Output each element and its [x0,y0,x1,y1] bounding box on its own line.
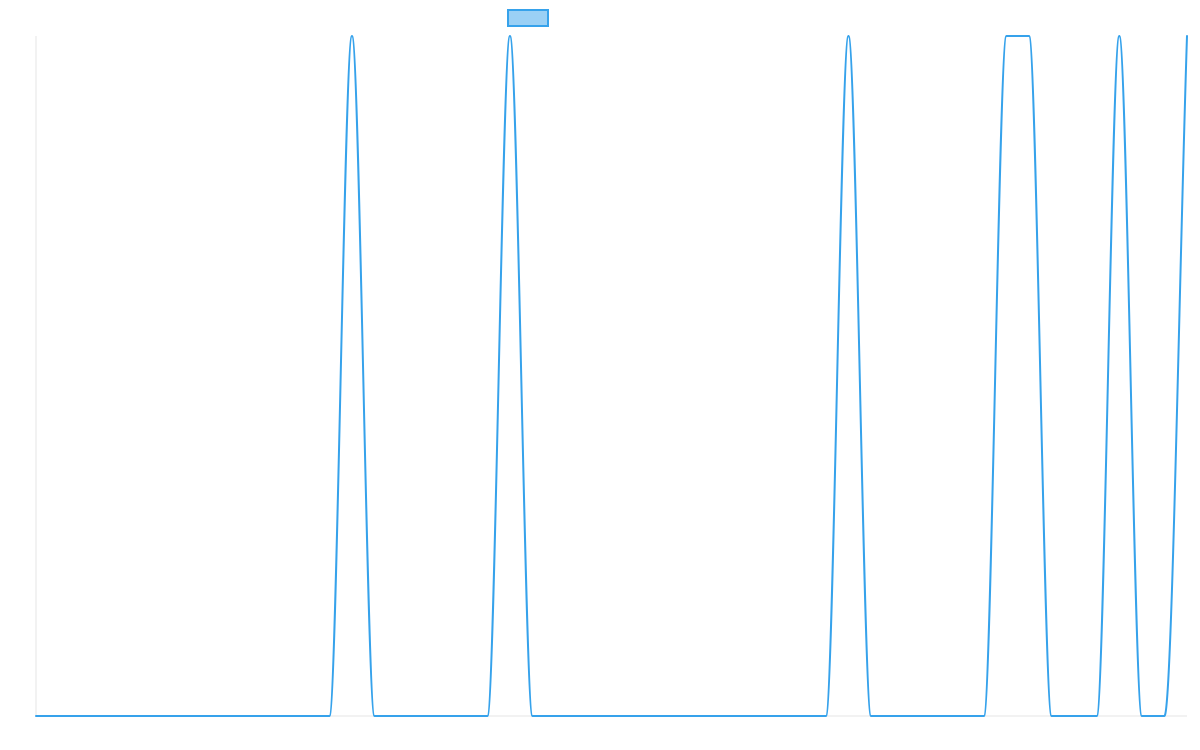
chart-legend[interactable] [507,9,549,27]
series-line-1 [35,35,1188,717]
legend-swatch-series-1[interactable] [507,9,549,27]
chart-axes [35,36,1187,717]
series-layer [35,35,1188,717]
